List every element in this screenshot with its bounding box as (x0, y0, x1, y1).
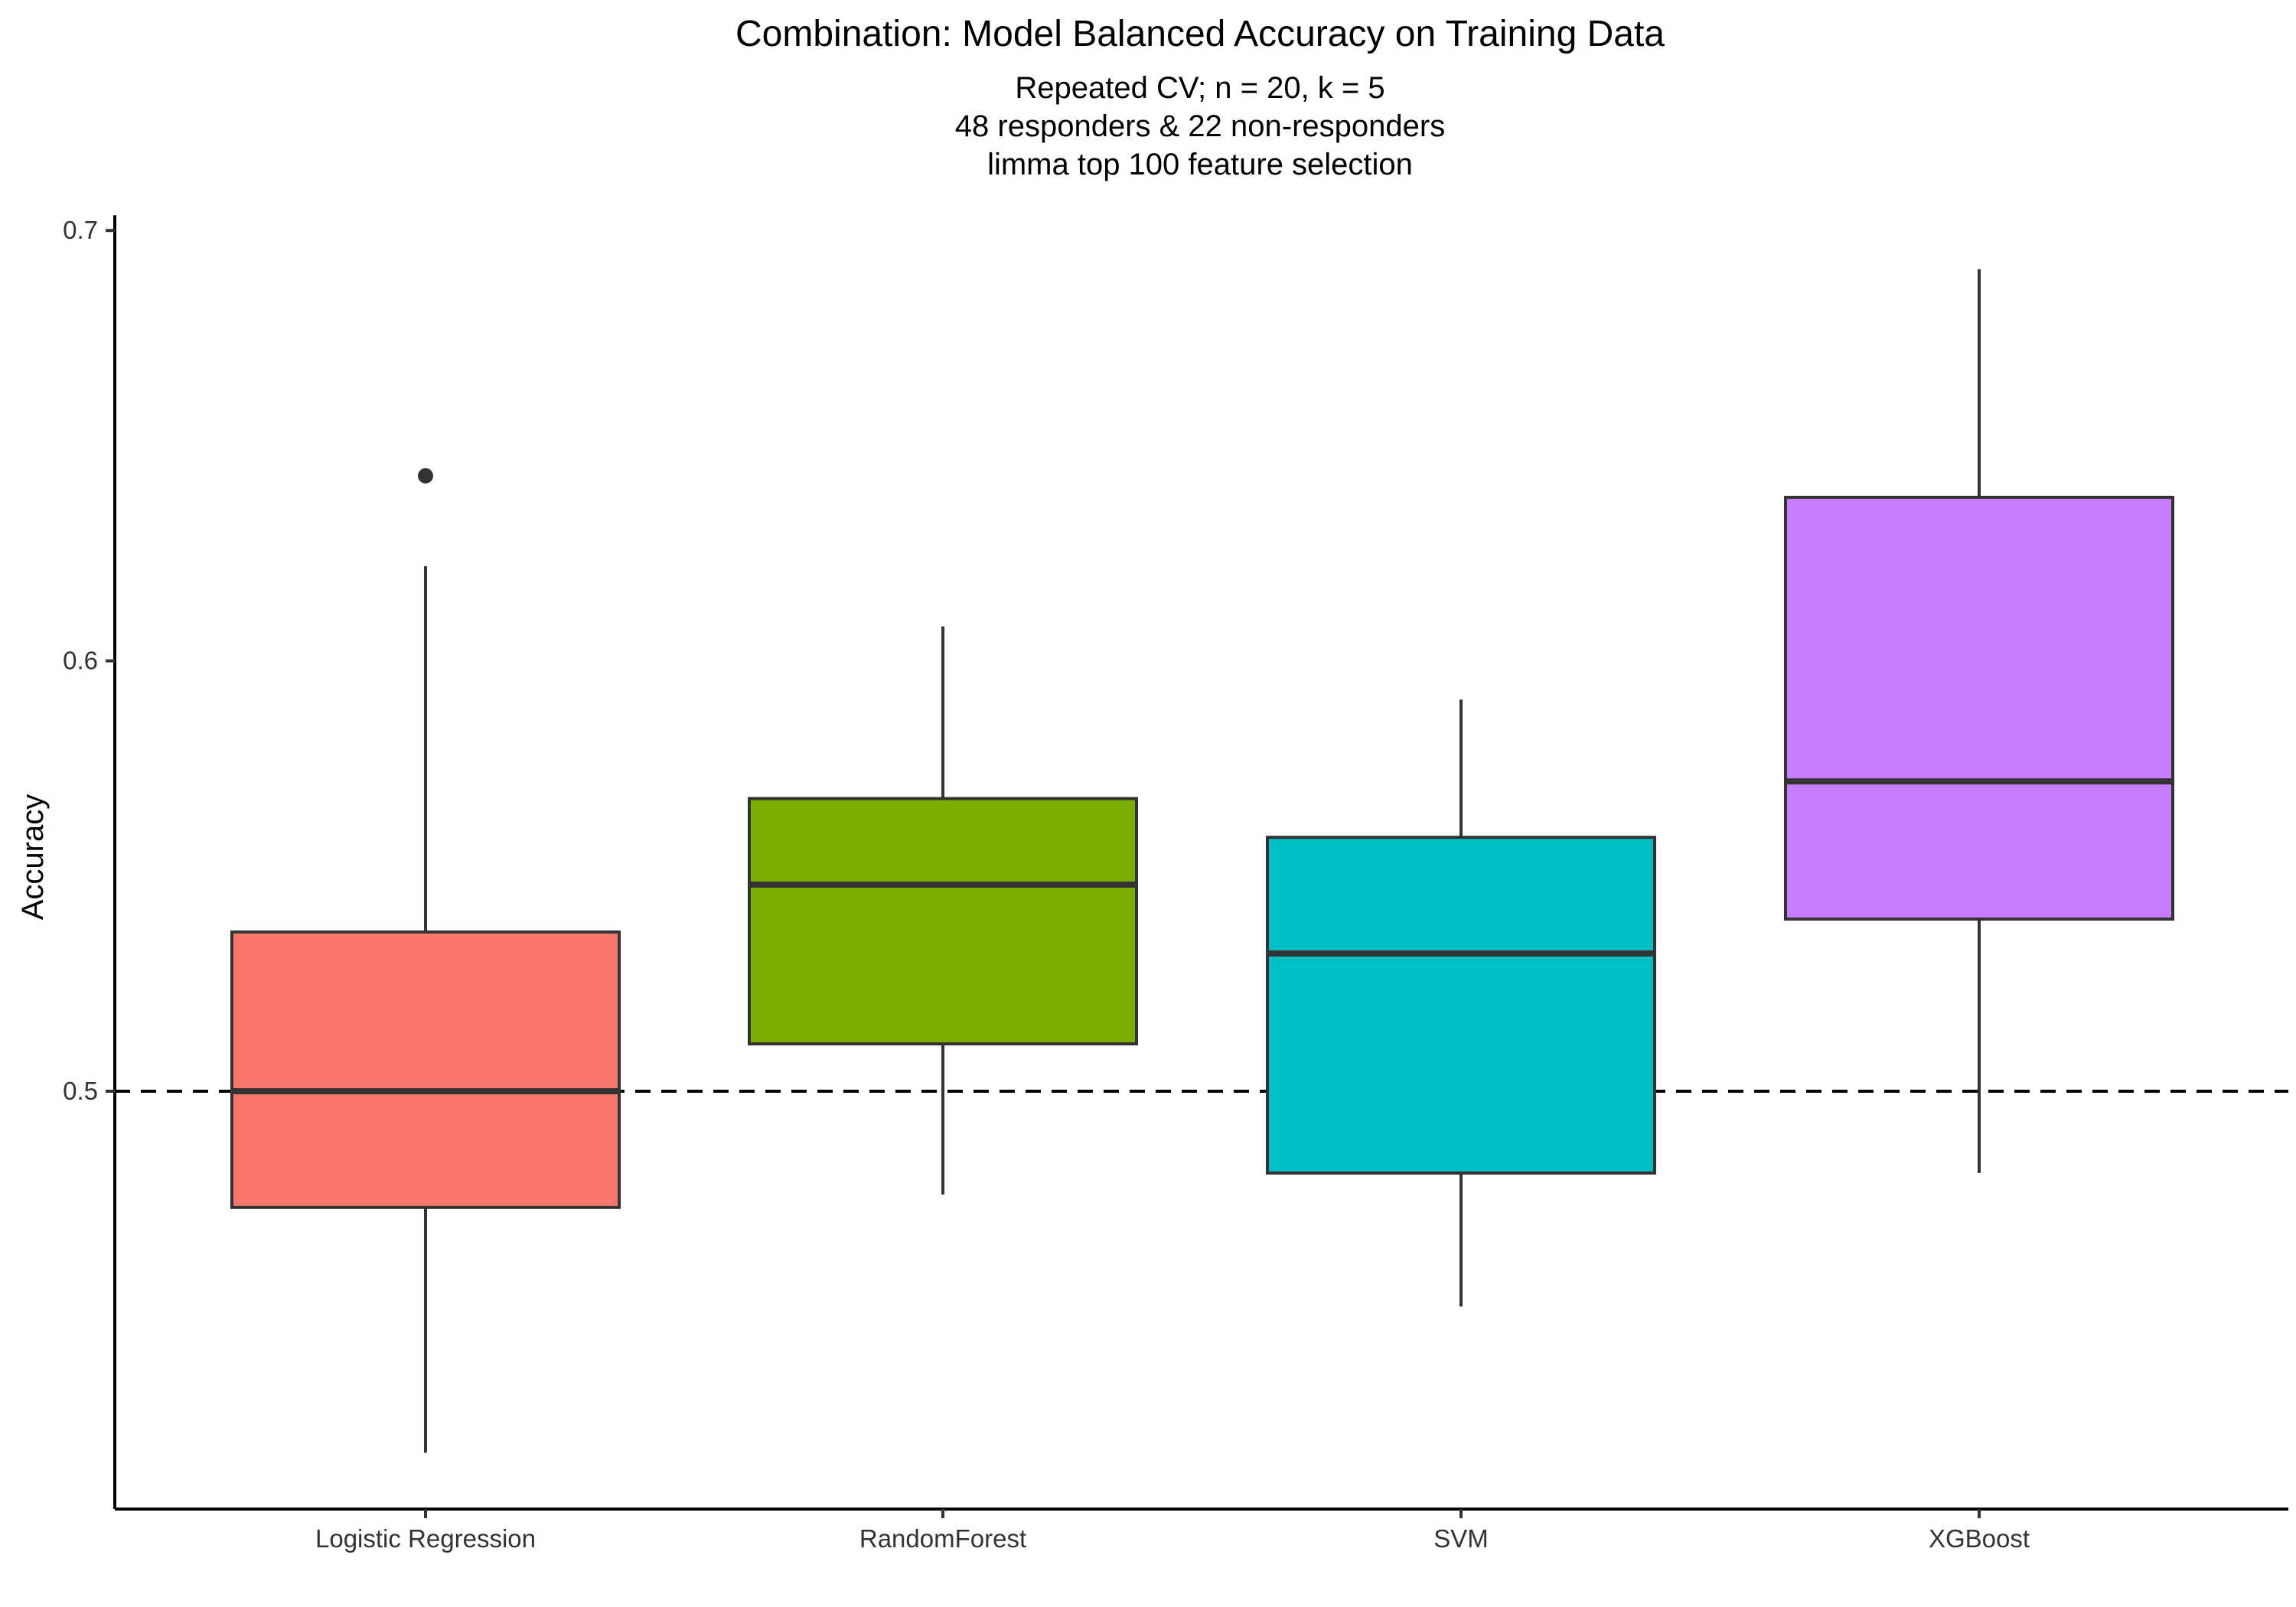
x-tick-label-svm: SVM (1433, 1524, 1489, 1553)
chart-title: Combination: Model Balanced Accuracy on … (735, 14, 1665, 54)
y-axis-title: Accuracy (16, 794, 50, 921)
box-logistic-regression (230, 930, 621, 1209)
box-randomforest (748, 797, 1138, 1046)
plot-area: 0.5 0.6 0.7 Logistic Regression RandomForest… (63, 215, 2288, 1553)
outlier-point-logistic-regression (418, 468, 433, 484)
chart-subtitle-line-3: limma top 100 feature selection (987, 148, 1413, 181)
x-tick-label-logistic-regression: Logistic Regression (315, 1524, 536, 1553)
box-xgboost (1784, 495, 2174, 921)
y-tick-label-0.7: 0.7 (63, 216, 98, 244)
box-svm (1266, 836, 1656, 1175)
chart-subtitle-line-1: Repeated CV; n = 20, k = 5 (1015, 71, 1384, 105)
x-tick-label-xgboost: XGBoost (1929, 1524, 2030, 1553)
y-tick-label-0.6: 0.6 (63, 647, 98, 675)
y-tick-label-0.5: 0.5 (63, 1077, 98, 1105)
x-tick-label-randomforest: RandomForest (859, 1524, 1026, 1553)
chart-subtitle-line-2: 48 responders & 22 non-responders (955, 109, 1445, 143)
